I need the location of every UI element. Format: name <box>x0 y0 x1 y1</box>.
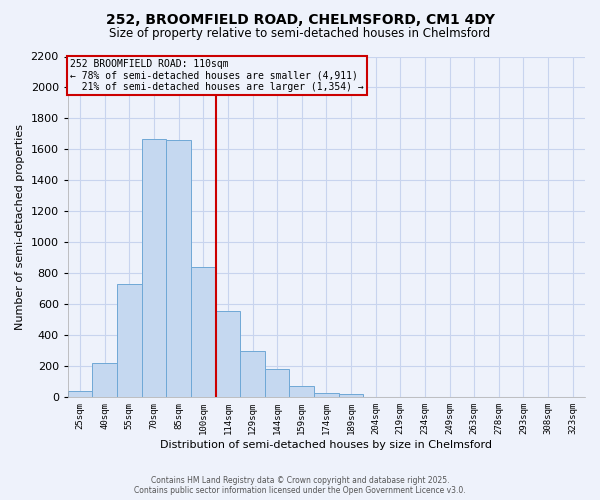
Bar <box>142 138 166 398</box>
Bar <box>166 140 191 398</box>
Bar <box>314 392 339 398</box>
Bar <box>92 363 117 398</box>
Text: Contains HM Land Registry data © Crown copyright and database right 2025.
Contai: Contains HM Land Registry data © Crown c… <box>134 476 466 495</box>
Y-axis label: Number of semi-detached properties: Number of semi-detached properties <box>15 124 25 330</box>
Bar <box>265 370 289 398</box>
Bar <box>215 310 240 398</box>
X-axis label: Distribution of semi-detached houses by size in Chelmsford: Distribution of semi-detached houses by … <box>160 440 493 450</box>
Bar <box>68 391 92 398</box>
Text: 252, BROOMFIELD ROAD, CHELMSFORD, CM1 4DY: 252, BROOMFIELD ROAD, CHELMSFORD, CM1 4D… <box>106 12 494 26</box>
Bar <box>240 351 265 398</box>
Bar <box>289 386 314 398</box>
Bar <box>117 284 142 398</box>
Bar <box>339 394 364 398</box>
Text: Size of property relative to semi-detached houses in Chelmsford: Size of property relative to semi-detach… <box>109 28 491 40</box>
Bar <box>191 267 215 398</box>
Text: 252 BROOMFIELD ROAD: 110sqm
← 78% of semi-detached houses are smaller (4,911)
  : 252 BROOMFIELD ROAD: 110sqm ← 78% of sem… <box>70 59 364 92</box>
